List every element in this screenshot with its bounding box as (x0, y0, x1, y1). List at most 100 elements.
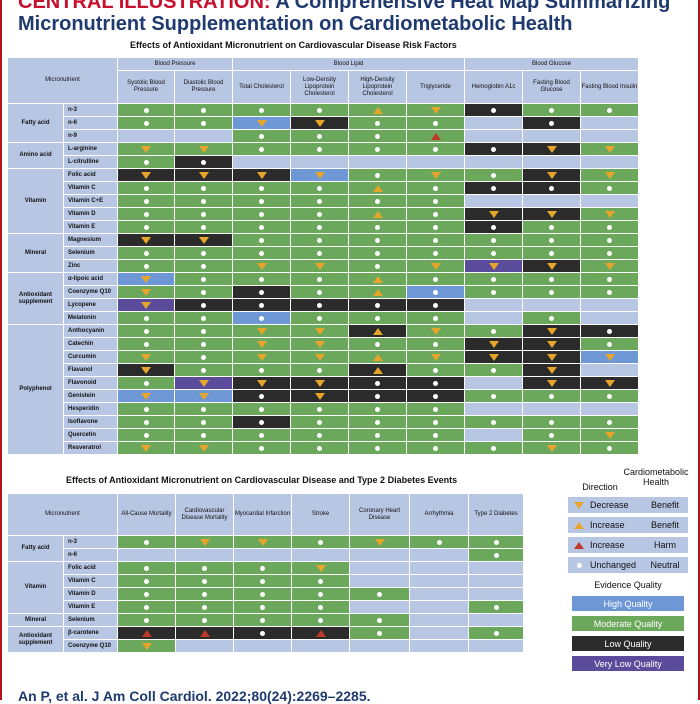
column-header: Cardiovascular Disease Mortality (176, 494, 234, 536)
unchanged-dot-icon (433, 341, 438, 347)
heatmap-cell (176, 614, 234, 627)
heatmap-cell (523, 156, 581, 169)
heatmap-cell (465, 234, 523, 247)
heatmap-cell (349, 104, 407, 117)
heatmap-cell (407, 325, 465, 338)
unchanged-dot-icon (375, 133, 380, 139)
increase-triangle-icon (372, 184, 383, 192)
heatmap-cell (407, 195, 465, 208)
unchanged-dot-icon (201, 328, 206, 334)
row-label: Vitamin D (64, 208, 118, 221)
heatmap-cell (350, 588, 410, 601)
heatmap-cell (233, 442, 291, 455)
unchanged-dot-icon (549, 419, 554, 425)
heatmap-cell (469, 614, 524, 627)
heatmap-cell (523, 208, 581, 221)
decrease-triangle-icon (604, 353, 615, 361)
heatmap-cell (410, 627, 469, 640)
unchanged-dot-icon (549, 224, 554, 230)
heatmap-cell (581, 338, 639, 351)
heatmap-cell (118, 117, 175, 130)
heatmap-cell (350, 562, 410, 575)
heatmap-cell (118, 549, 176, 562)
decrease-triangle-icon (374, 538, 385, 546)
heatmap-cell (118, 169, 175, 182)
row-label: Coenzyme Q10 (64, 640, 118, 653)
unchanged-dot-icon (144, 578, 149, 584)
heatmap-cell (291, 325, 349, 338)
heatmap-cell (175, 273, 233, 286)
heatmap-cell (175, 117, 233, 130)
unchanged-dot-icon (259, 237, 264, 243)
decrease-triangle-icon (546, 210, 557, 218)
heatmap-cell (291, 234, 349, 247)
heatmap-cell (465, 442, 523, 455)
heatmap-cell (175, 377, 233, 390)
decrease-triangle-icon (488, 210, 499, 218)
decrease-triangle-icon (488, 262, 499, 270)
heatmap-cell (349, 325, 407, 338)
heatmap-cell (581, 351, 639, 364)
unchanged-dot-icon (259, 302, 264, 308)
row-label: Lycopene (64, 299, 118, 312)
heatmap-cell (410, 588, 469, 601)
group-header: Blood Lipid (233, 58, 465, 71)
unchanged-dot-icon (491, 250, 496, 256)
decrease-triangle-icon (256, 171, 267, 179)
heatmap-cell (233, 208, 291, 221)
heatmap-cell (465, 377, 523, 390)
heatmap-cell (523, 390, 581, 403)
heatmap-cell (523, 221, 581, 234)
heatmap-cell (349, 416, 407, 429)
heatmap-cell (349, 338, 407, 351)
unchanged-dot-icon (549, 185, 554, 191)
increase-triangle-icon (574, 521, 584, 529)
heatmap-cell (407, 351, 465, 364)
unchanged-dot-icon (201, 263, 206, 269)
unchanged-dot-icon (576, 562, 582, 568)
heatmap-cell (292, 575, 350, 588)
unchanged-dot-icon (259, 198, 264, 204)
unchanged-dot-icon (491, 276, 496, 282)
unchanged-dot-icon (201, 367, 206, 373)
row-label: n-6 (64, 117, 118, 130)
unchanged-dot-icon (377, 630, 382, 636)
heatmap-cell (176, 536, 234, 549)
heatmap-cell (469, 549, 524, 562)
heatmap-cell (407, 286, 465, 299)
unchanged-dot-icon (433, 406, 438, 412)
heatmap-cell (465, 299, 523, 312)
unchanged-dot-icon (317, 198, 322, 204)
heatmap-cell (349, 221, 407, 234)
unchanged-dot-icon (607, 276, 612, 282)
quality-swatch: High Quality (572, 596, 684, 611)
heatmap-cell (234, 549, 292, 562)
unchanged-dot-icon (375, 172, 380, 178)
category-label: Mineral (8, 234, 64, 273)
heatmap-cell (581, 195, 639, 208)
unchanged-dot-icon (143, 263, 149, 269)
heatmap-cell (118, 442, 175, 455)
legend-direction-header: Direction (582, 482, 618, 492)
heatmap-cell (118, 260, 175, 273)
heatmap-cell (465, 260, 523, 273)
unchanged-dot-icon (144, 617, 149, 623)
unchanged-dot-icon (433, 224, 438, 230)
heatmap-cell (291, 117, 349, 130)
heatmap-cell (469, 640, 524, 653)
heatmap-cell (118, 338, 175, 351)
heatmap-cell (118, 104, 175, 117)
heatmap-cell (350, 640, 410, 653)
heatmap-cell (291, 377, 349, 390)
heatmap-cell (118, 627, 176, 640)
heatmap-cell (407, 208, 465, 221)
decrease-triangle-icon (314, 119, 325, 127)
heatmap-cell (291, 416, 349, 429)
unchanged-dot-icon (607, 237, 612, 243)
heatmap-cell (291, 156, 349, 169)
unchanged-dot-icon (433, 367, 438, 373)
heatmap-cell (581, 429, 639, 442)
heatmap-cell (410, 536, 469, 549)
heatmap-cell (581, 156, 639, 169)
heatmap-cell (118, 221, 175, 234)
